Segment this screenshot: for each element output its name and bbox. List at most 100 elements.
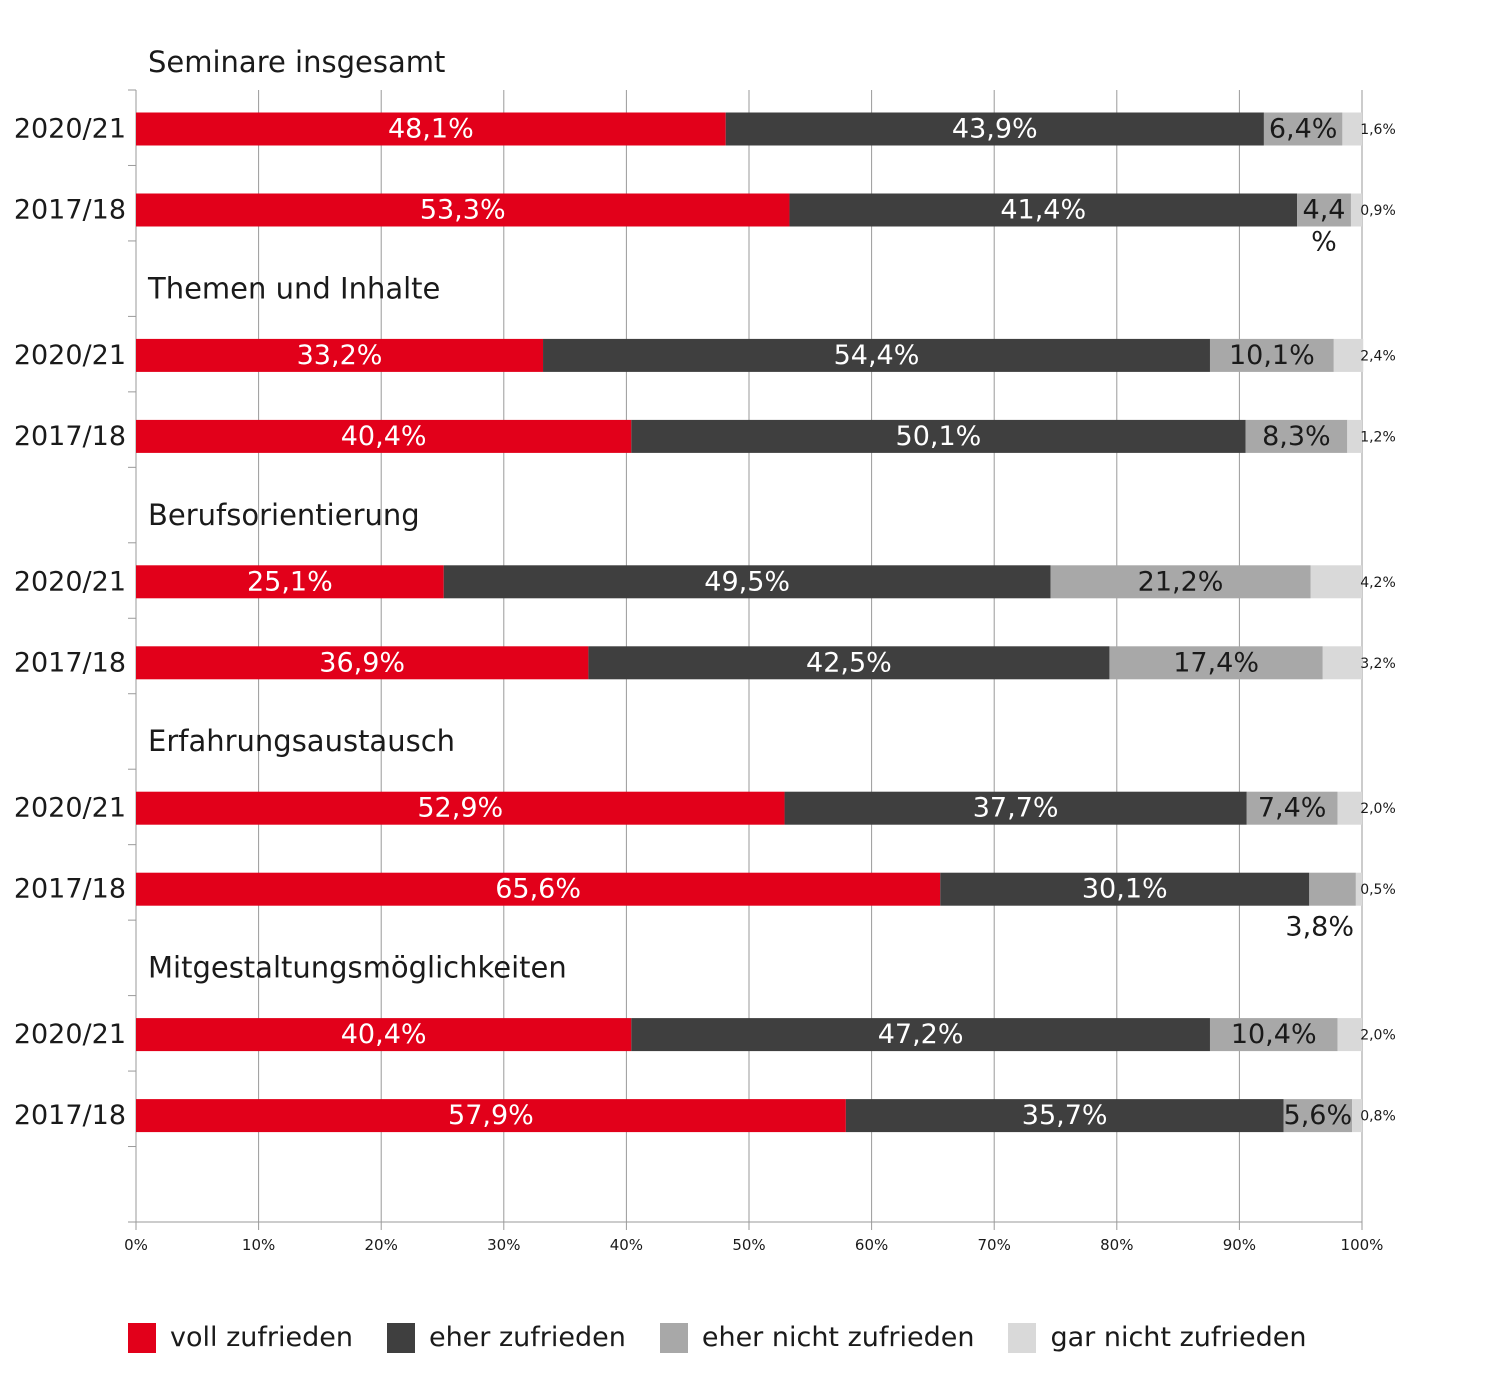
group-title: Themen und Inhalte — [147, 271, 440, 305]
bar-segment — [1263, 112, 1343, 146]
bar-segment — [1333, 338, 1364, 372]
data-label: 7,4% — [1258, 793, 1327, 824]
data-label: 10,1% — [1229, 340, 1315, 371]
stacked-bar-chart: 0% 10% 20% 30% 40% 50% 60% 70% 80% 90% 100% Seminar… — [14, 45, 1396, 1254]
data-label: 17,4% — [1173, 647, 1259, 678]
x-tick-label: 0% — [124, 1236, 148, 1254]
bar-segment — [725, 112, 1264, 146]
bar-segment — [136, 1099, 846, 1133]
bar-segment — [940, 872, 1310, 906]
legend-swatch-gar-nicht-zufrieden — [1008, 1322, 1037, 1353]
data-label: 47,2% — [878, 1019, 964, 1050]
bar-segment — [1283, 1099, 1353, 1133]
bar-segment — [443, 565, 1051, 599]
data-label: 0,8% — [1360, 1109, 1396, 1125]
bar-category-label: 2020/21 — [14, 1019, 126, 1050]
bar-category-label: 2020/21 — [14, 793, 126, 824]
x-tick-label: 30% — [487, 1236, 520, 1254]
data-label: 42,5% — [806, 647, 892, 678]
data-label: 25,1% — [247, 566, 333, 597]
data-label: 8,3% — [1262, 421, 1331, 452]
data-label: 0,5% — [1360, 882, 1396, 898]
bar-segment — [1209, 1018, 1338, 1052]
legend: voll zufrieden eher zufrieden eher nicht… — [128, 1322, 1340, 1353]
bar-segment — [136, 1018, 632, 1052]
bar-segment — [136, 872, 941, 906]
data-label: 33,2% — [297, 340, 383, 371]
bar-segment — [1342, 112, 1362, 146]
data-label: 2,0% — [1360, 801, 1396, 817]
bar-segment — [1350, 193, 1362, 227]
legend-label-eher-nicht-zufrieden: eher nicht zufrieden — [701, 1322, 975, 1353]
x-tick-label: 50% — [732, 1236, 765, 1254]
group-title: Seminare insgesamt — [148, 45, 445, 79]
x-tick-label: 20% — [365, 1236, 398, 1254]
data-label: 41,4% — [1000, 195, 1086, 226]
bar-segment — [136, 565, 444, 599]
data-label: 49,5% — [704, 566, 790, 597]
x-tick-label: 90% — [1223, 1236, 1256, 1254]
data-label: 10,4% — [1231, 1019, 1317, 1050]
legend-item-voll-zufrieden: voll zufrieden — [128, 1322, 353, 1353]
data-label: 2,0% — [1360, 1028, 1396, 1044]
bar-segment — [136, 419, 632, 453]
bar-segment — [1337, 791, 1362, 825]
bar-segment — [845, 1099, 1284, 1133]
data-label: 40,4% — [341, 421, 427, 452]
bar-segment — [1245, 419, 1348, 453]
data-label: 40,4% — [341, 1019, 427, 1050]
data-label: 21,2% — [1138, 566, 1224, 597]
data-label: 37,7% — [973, 793, 1059, 824]
bar-segment — [136, 112, 726, 146]
bar-segment — [1352, 1099, 1362, 1133]
data-label: 43,9% — [952, 114, 1038, 145]
bar-segment — [136, 338, 544, 372]
bar-segment — [543, 338, 1210, 372]
data-label: 50,1% — [896, 421, 982, 452]
legend-label-eher-zufrieden: eher zufrieden — [428, 1322, 626, 1353]
legend-swatch-eher-zufrieden — [386, 1322, 415, 1353]
legend-item-eher-nicht-zufrieden: eher nicht zufrieden — [659, 1322, 975, 1353]
data-label: 4,4 — [1303, 195, 1346, 226]
bar-segment — [1347, 419, 1362, 453]
bar-segment — [789, 193, 1298, 227]
data-label: 5,6% — [1284, 1100, 1353, 1131]
data-label: 54,4% — [834, 340, 920, 371]
group-title: Erfahrungsaustausch — [148, 724, 455, 758]
bar-segment — [1337, 1018, 1362, 1052]
bar-segment — [1355, 872, 1362, 906]
data-label: 6,4% — [1269, 114, 1338, 145]
bar-segment — [136, 791, 785, 825]
data-label: 3,2% — [1360, 656, 1396, 672]
bar-category-label: 2017/18 — [14, 647, 126, 678]
bar-segment — [1109, 646, 1323, 680]
data-label: 30,1% — [1082, 874, 1168, 905]
bar-segment — [136, 193, 790, 227]
data-label: 3,8% — [1285, 912, 1354, 943]
bar-segment — [631, 1018, 1210, 1052]
legend-label-gar-nicht-zufrieden: gar nicht zufrieden — [1050, 1322, 1307, 1353]
x-tick-label: 100% — [1341, 1236, 1384, 1254]
data-label: 65,6% — [495, 874, 581, 905]
bar-category-label: 2017/18 — [14, 1100, 126, 1131]
legend-item-gar-nicht-zufrieden: gar nicht zufrieden — [1008, 1322, 1306, 1353]
bar-segment — [1322, 646, 1362, 680]
data-label: 1,6% — [1360, 122, 1396, 138]
x-tick-label: 80% — [1100, 1236, 1133, 1254]
bar-segment — [631, 419, 1246, 453]
data-label: 2,4% — [1360, 348, 1396, 364]
legend-swatch-eher-nicht-zufrieden — [659, 1322, 688, 1353]
bar-segment — [1209, 338, 1334, 372]
bar-segment — [1246, 791, 1338, 825]
bar-segment — [1297, 193, 1351, 227]
x-tick-label: 60% — [855, 1236, 888, 1254]
legend-swatch-voll-zufrieden — [128, 1322, 156, 1353]
group-title: Berufsorientierung — [148, 498, 420, 532]
x-tick-label: 40% — [610, 1236, 643, 1254]
group-title: Mitgestaltungsmöglichkeiten — [148, 951, 567, 985]
data-label: 36,9% — [319, 647, 405, 678]
legend-item-eher-zufrieden: eher zufrieden — [386, 1322, 626, 1353]
data-label: 57,9% — [448, 1100, 534, 1131]
data-label: 0,9% — [1360, 203, 1396, 219]
data-label: 4,2% — [1360, 575, 1396, 591]
